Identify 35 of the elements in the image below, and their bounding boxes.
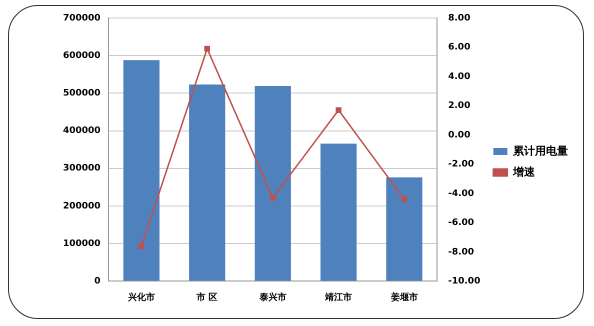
point [336,107,342,113]
legend-label: 增速 [512,165,536,178]
bar [320,144,357,281]
y-tick-label: 0 [94,276,101,287]
y2-tick-label: -6.00 [448,218,474,228]
bar [123,60,160,281]
y2-tick-label: 8.00 [448,13,470,24]
bar [189,84,226,281]
x-tick-label: 姜堰市 [390,290,418,303]
legend-label: 累计用电量 [512,144,568,158]
x-tick-label: 泰兴市 [258,292,286,303]
x-tick-label: 市 区 [196,292,218,303]
y2-tick-label: -4.00 [448,188,474,199]
point [401,196,408,202]
point [270,194,276,201]
y2-tick-label: 0.00 [448,130,470,140]
bar [386,177,422,281]
x-tick-label: 靖江市 [324,292,352,303]
y2-tick-label: 2.00 [448,101,470,112]
x-tick-label: 兴化市 [126,292,155,303]
y-tick-label: 700000 [62,13,101,24]
y-tick-label: 100000 [62,238,101,249]
y2-tick-label: -8.00 [448,247,474,258]
y-tick-label: 300000 [62,164,101,174]
y-tick-label: 200000 [62,201,101,212]
bar [254,86,291,281]
y2-tick-label: -2.00 [448,160,474,170]
y2-tick-label: -10.00 [448,276,480,287]
y-tick-label: 500000 [62,88,101,99]
y-tick-label: 600000 [62,50,101,61]
y-tick-label: 400000 [62,126,101,136]
point [138,243,144,249]
point [204,46,210,52]
y2-tick-label: 6.00 [448,42,470,53]
y2-tick-label: 4.00 [448,72,470,82]
